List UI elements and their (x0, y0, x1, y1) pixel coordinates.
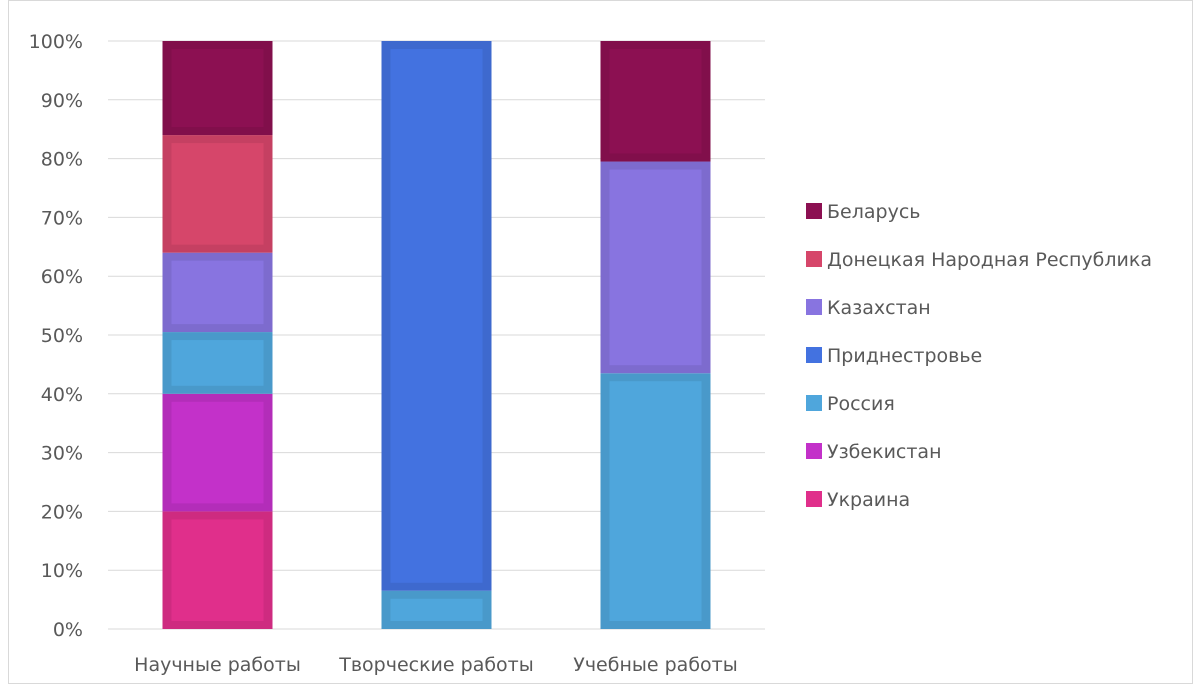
legend-item: Россия (806, 393, 895, 415)
legend-item: Казахстан (806, 297, 931, 319)
legend-swatch (806, 443, 822, 459)
bar-segment (381, 590, 492, 629)
legend-swatch (806, 347, 822, 363)
bar-segment-inner (171, 519, 264, 621)
bar-segment (600, 373, 711, 629)
bar-segment-inner (171, 49, 264, 128)
bar-segment (162, 41, 273, 136)
bar-segment-inner (171, 340, 264, 386)
x-category-label: Творческие работы (338, 654, 534, 676)
y-tick-label: 0% (53, 619, 83, 641)
legend-label: Украина (827, 489, 910, 511)
legend-label: Донецкая Народная Республика (827, 249, 1152, 271)
bar-segment (381, 41, 492, 591)
x-category-label: Учебные работы (573, 654, 737, 676)
y-tick-label: 90% (41, 90, 83, 112)
legend-label: Приднестровье (827, 345, 982, 367)
y-tick-label: 30% (41, 443, 83, 465)
bar-segment-inner (609, 169, 702, 366)
legend-label: Беларусь (827, 201, 920, 223)
bars-layer (162, 41, 711, 629)
bar-segment-inner (390, 598, 483, 621)
x-axis-labels: Научные работы Творческие работы Учебные р… (134, 654, 738, 676)
y-axis-labels: 0% 10% 20% 30% 40% 50% 60% 70% 80% 90% 100% (29, 31, 83, 641)
legend-item: Узбекистан (806, 441, 942, 463)
bar-segment (600, 41, 711, 162)
x-category-label: Научные работы (134, 654, 301, 676)
legend-item: Украина (806, 489, 910, 511)
bar-segment (162, 511, 273, 629)
y-tick-label: 80% (41, 149, 83, 171)
bar-segment (162, 393, 273, 512)
y-tick-label: 50% (41, 325, 83, 347)
legend-item: Беларусь (806, 201, 920, 223)
bar-segment-inner (609, 49, 702, 154)
y-tick-label: 20% (41, 501, 83, 523)
legend-swatch (806, 299, 822, 315)
legend-swatch (806, 395, 822, 411)
bar-segment (600, 161, 711, 374)
legend-label: Россия (827, 393, 895, 415)
legend-label: Узбекистан (827, 441, 942, 463)
legend-swatch (806, 491, 822, 507)
legend-label: Казахстан (827, 297, 931, 319)
bar-segment-inner (609, 381, 702, 621)
legend-swatch (806, 251, 822, 267)
y-tick-label: 70% (41, 207, 83, 229)
legend: Беларусь Донецкая Народная Республика Каза… (806, 201, 1152, 511)
y-tick-label: 60% (41, 266, 83, 288)
y-tick-label: 10% (41, 560, 83, 582)
bar-segment-inner (390, 49, 483, 583)
bar-segment-inner (171, 401, 264, 504)
bar-segment (162, 135, 273, 253)
legend-item: Донецкая Народная Республика (806, 249, 1152, 271)
legend-item: Приднестровье (806, 345, 982, 367)
legend-swatch (806, 203, 822, 219)
bar-segment-inner (171, 260, 264, 325)
bar-segment (162, 332, 273, 394)
y-tick-label: 40% (41, 384, 83, 406)
bar-segment (162, 252, 273, 333)
y-tick-label: 100% (29, 31, 83, 53)
bar-segment-inner (171, 143, 264, 245)
